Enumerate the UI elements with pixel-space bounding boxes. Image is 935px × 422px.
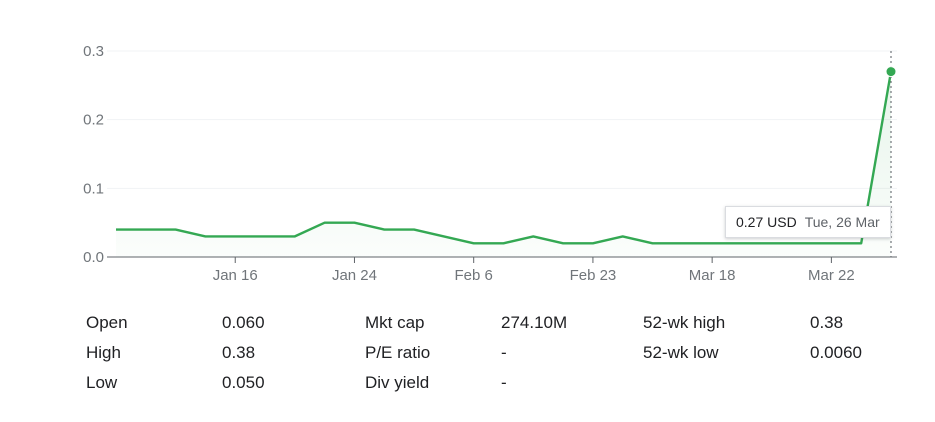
chart-canvas[interactable]: 0.0 0.1 0.2 0.3 Jan 16 Jan 24 Feb 6 Feb 23 Mar … [0,0,935,300]
stat-pe-ratio-label: P/E ratio [365,343,431,362]
tooltip-date: Tue, 26 Mar [804,214,880,230]
y-tick-label: 0.0 [83,249,104,266]
stat-low-value: 0.050 [222,373,265,392]
stat-low-label: Low [86,373,118,392]
stat-mkt-cap-value: 274.10M [501,313,568,332]
tooltip-price: 0.27 USD [736,214,797,230]
hover-point[interactable] [885,66,897,78]
stat-open-value: 0.060 [222,313,265,332]
stat-div-yield-label: Div yield [365,373,430,392]
stat-52wk-low-value: 0.0060 [810,343,862,362]
x-tick-label: Mar 22 [808,267,855,284]
y-tick-label: 0.3 [83,43,104,60]
y-tick-label: 0.2 [83,112,104,129]
x-tick-label: Jan 24 [332,267,377,284]
y-axis-ticks: 0.0 0.1 0.2 0.3 [83,43,104,266]
price-tooltip: 0.27 USD Tue, 26 Mar [725,206,891,238]
x-axis-ticks: Jan 16 Jan 24 Feb 6 Feb 23 Mar 18 Mar 22 [213,257,855,284]
x-tick-label: Mar 18 [689,267,736,284]
x-tick-label: Feb 6 [455,267,493,284]
price-chart[interactable]: 0.0 0.1 0.2 0.3 Jan 16 Jan 24 Feb 6 Feb 23 Mar … [0,0,935,300]
stat-high-value: 0.38 [222,343,256,362]
grid-lines [107,50,897,189]
x-tick-label: Jan 16 [213,267,258,284]
stat-52wk-high-label: 52-wk high [643,313,726,332]
key-stats-table: Open 0.060 High 0.38 Low 0.050 Mkt cap 2… [0,300,935,422]
stat-52wk-low-label: 52-wk low [643,343,719,362]
stat-div-yield-value: - [501,373,507,392]
y-tick-label: 0.1 [83,180,104,197]
price-area-fill [116,71,891,257]
x-tick-label: Feb 23 [570,267,617,284]
stat-pe-ratio-value: - [501,343,507,362]
stat-high-label: High [86,343,121,362]
stat-mkt-cap-label: Mkt cap [365,313,425,332]
price-series-line[interactable] [116,71,893,245]
stat-52wk-high-value: 0.38 [810,313,844,332]
stat-open-label: Open [86,313,128,332]
